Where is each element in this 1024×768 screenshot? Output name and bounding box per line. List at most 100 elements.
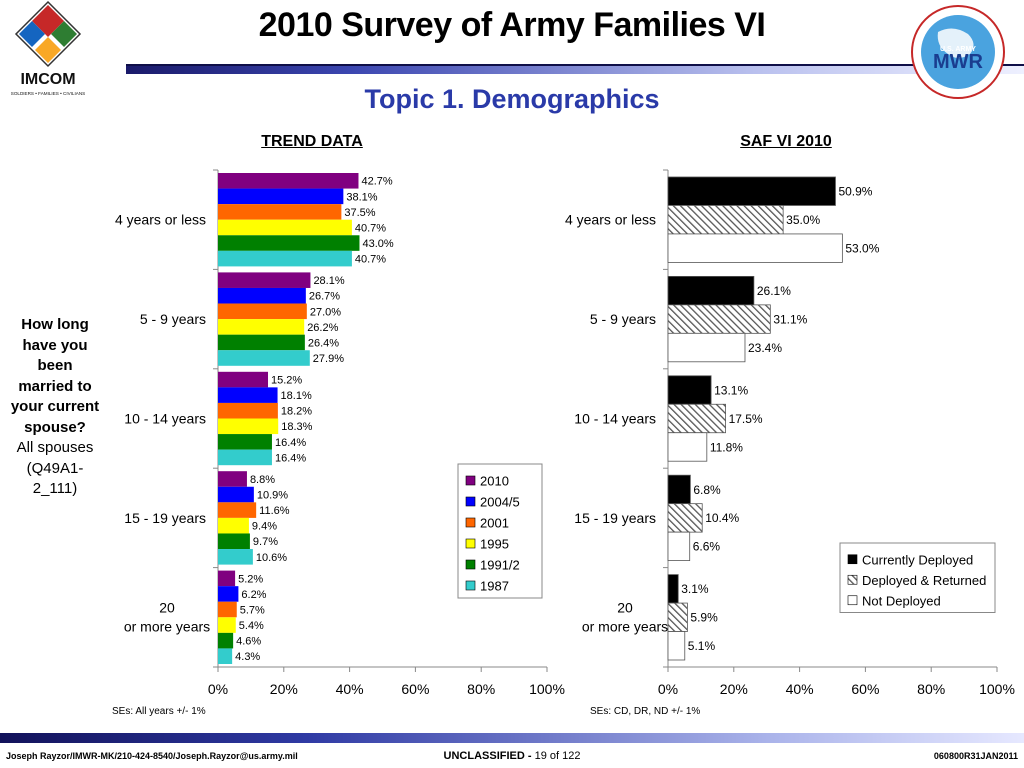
- question-population: All spouses (Q49A1-2_111): [16, 439, 94, 497]
- bar: [218, 601, 237, 618]
- bar: [667, 403, 726, 434]
- data-label: 18.3%: [281, 421, 312, 433]
- trend-chart: 4 years or less 42.7% 38.1% 37.5% 40.7% 43.0%…: [115, 169, 565, 697]
- bar: [667, 275, 755, 306]
- imcom-logo: IMCOM SOLDIERS • FAMILIES • CIVILIANS: [8, 0, 108, 105]
- bar: [218, 517, 249, 534]
- data-label: 15.2%: [271, 375, 302, 387]
- bar: [667, 503, 703, 533]
- question-text: How long have you been married to your c…: [10, 316, 100, 436]
- category-label: or more years: [582, 618, 668, 634]
- x-tick-label: 40%: [336, 681, 364, 697]
- data-label: 10.9%: [257, 490, 288, 502]
- mwr-logo: U.S. ARMY MWR: [908, 2, 1008, 107]
- legend-label: 1995: [480, 537, 509, 552]
- imcom-logo-tagline: SOLDIERS • FAMILIES • CIVILIANS: [11, 91, 85, 96]
- x-tick-label: 80%: [917, 681, 945, 697]
- data-label: 28.1%: [313, 275, 344, 287]
- category-label: 15 - 19 years: [574, 510, 656, 526]
- x-tick-label: 60%: [401, 681, 429, 697]
- bar: [218, 402, 278, 419]
- legend-label: 2004/5: [480, 495, 520, 510]
- category-label: or more years: [124, 618, 210, 634]
- data-label: 16.4%: [275, 437, 306, 449]
- bar: [218, 502, 257, 518]
- bar: [218, 586, 239, 602]
- bar: [218, 471, 247, 487]
- saf-se-note: SEs: CD, DR, ND +/- 1%: [590, 706, 701, 717]
- bar: [218, 334, 305, 351]
- category-label: 4 years or less: [565, 212, 656, 228]
- data-label: 26.4%: [308, 337, 339, 349]
- data-label: 23.4%: [748, 341, 782, 355]
- data-label: 35.0%: [786, 213, 820, 227]
- data-label: 4.3%: [235, 651, 260, 663]
- bar: [218, 418, 279, 435]
- x-tick-label: 20%: [720, 681, 748, 697]
- bar: [218, 434, 272, 450]
- legend-label: Deployed & Returned: [862, 573, 986, 588]
- category-label: 20: [617, 599, 633, 615]
- bar: [218, 250, 352, 267]
- x-tick-label: 80%: [467, 681, 495, 697]
- bar: [218, 350, 310, 366]
- saf-chart: 4 years or less 50.9% 35.0% 53.0% 5 - 9 year…: [565, 169, 1015, 697]
- x-tick-label: 0%: [658, 681, 678, 697]
- header-banner: [126, 64, 1024, 74]
- trend-se-note: SEs: All years +/- 1%: [112, 706, 206, 717]
- data-label: 17.5%: [729, 412, 763, 426]
- footer-classification: UNCLASSIFIED - 19 of 122: [0, 750, 1024, 762]
- legend-swatch: [847, 554, 858, 565]
- data-label: 5.7%: [240, 604, 265, 616]
- bar: [218, 272, 311, 288]
- data-label: 5.2%: [238, 573, 263, 585]
- category-label: 4 years or less: [115, 212, 206, 228]
- bar: [667, 176, 836, 206]
- data-label: 43.0%: [362, 238, 393, 250]
- data-label: 5.9%: [690, 611, 718, 625]
- saf-section-title: SAF VI 2010: [740, 133, 832, 150]
- legend-swatch: [847, 574, 858, 585]
- data-label: 8.8%: [250, 474, 275, 486]
- legend-swatch: [847, 595, 858, 606]
- bar: [667, 432, 708, 462]
- data-label: 6.6%: [693, 540, 721, 554]
- data-label: 5.1%: [688, 639, 716, 653]
- bar: [667, 304, 771, 334]
- bar: [218, 287, 306, 304]
- bar: [667, 574, 679, 604]
- bar: [667, 474, 691, 505]
- legend-swatch: [465, 538, 476, 549]
- bar: [667, 375, 712, 405]
- classification-label: UNCLASSIFIED -: [443, 750, 532, 762]
- x-tick-label: 100%: [979, 681, 1015, 697]
- x-tick-label: 0%: [208, 681, 228, 697]
- data-label: 26.7%: [309, 291, 340, 303]
- topic-subtitle: Topic 1. Demographics: [364, 84, 660, 114]
- data-label: 9.7%: [253, 536, 278, 548]
- data-label: 13.1%: [714, 383, 748, 397]
- bar: [218, 219, 352, 236]
- bar: [218, 371, 269, 388]
- bar: [667, 531, 691, 562]
- bar: [218, 632, 234, 649]
- data-label: 4.6%: [236, 636, 261, 648]
- data-label: 10.6%: [256, 552, 287, 564]
- legend-label: 1991/2: [480, 558, 520, 573]
- category-label: 5 - 9 years: [140, 311, 206, 327]
- bar: [667, 205, 784, 235]
- trend-section-title: TREND DATA: [261, 133, 363, 150]
- bar: [218, 204, 342, 220]
- legend-label: 2001: [480, 516, 509, 531]
- category-label: 20: [159, 599, 175, 615]
- bar: [667, 602, 688, 632]
- x-tick-label: 20%: [270, 681, 298, 697]
- legend-swatch: [465, 559, 476, 570]
- data-label: 11.6%: [259, 505, 290, 517]
- data-label: 37.5%: [344, 207, 375, 219]
- bar: [218, 319, 305, 335]
- bar: [218, 486, 254, 503]
- bar: [667, 332, 746, 363]
- legend: [457, 463, 543, 599]
